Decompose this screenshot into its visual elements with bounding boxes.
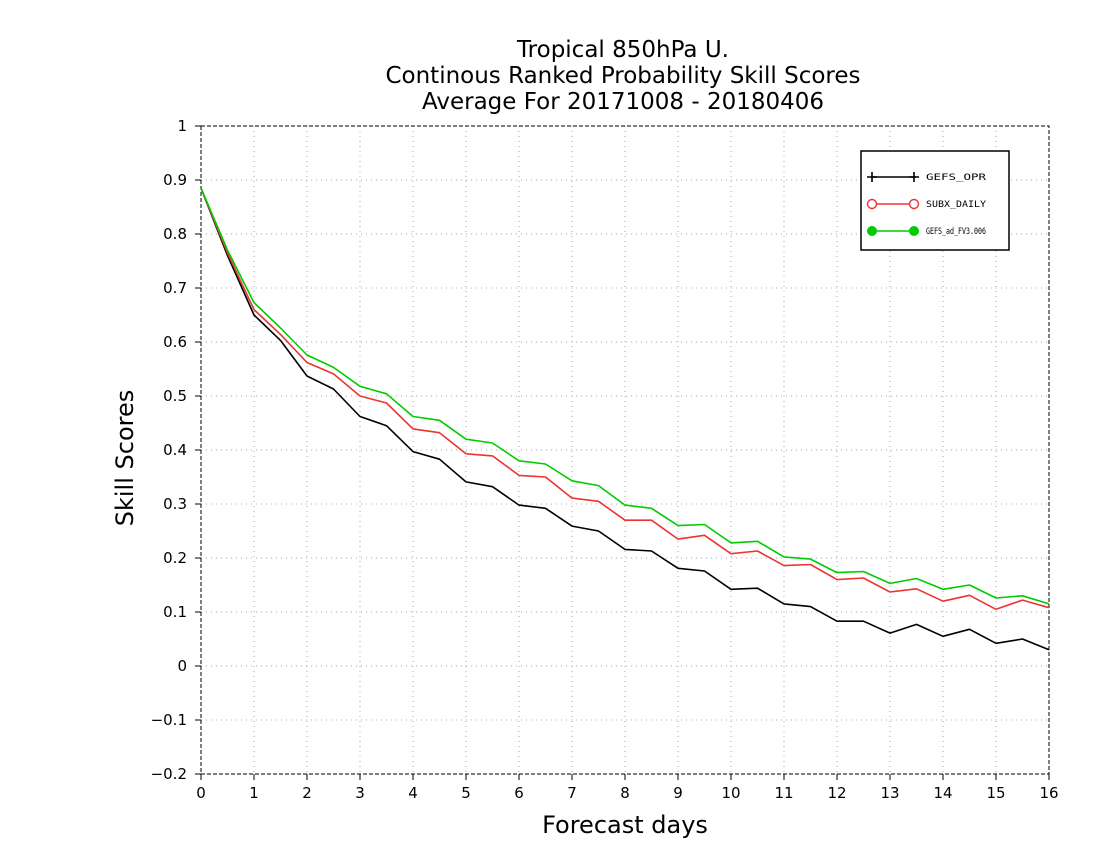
x-tick-label: 14 bbox=[933, 784, 952, 802]
y-tick-label: 0.7 bbox=[163, 279, 187, 297]
y-tick-label: 0.1 bbox=[163, 603, 187, 621]
x-tick-label: 12 bbox=[827, 784, 846, 802]
legend-item: SUBX_DAILY bbox=[866, 198, 987, 210]
y-tick-label: 0.5 bbox=[163, 387, 187, 405]
series-line-gefs-opr bbox=[200, 187, 1050, 651]
x-tick-label: 11 bbox=[774, 784, 793, 802]
series-line-gefs-ad-fv3-006 bbox=[200, 187, 1050, 605]
series-line-subx-daily bbox=[200, 187, 1050, 611]
legend: GEFS_OPR SUBX_DAILY GEFS_ad_FV3.006 bbox=[860, 150, 1010, 251]
series-lines bbox=[200, 187, 1050, 651]
y-tick-label: 0.3 bbox=[163, 495, 187, 513]
x-tick-label: 10 bbox=[721, 784, 740, 802]
x-tick-label: 15 bbox=[986, 784, 1005, 802]
legend-box bbox=[860, 150, 1010, 251]
x-tick-label: 0 bbox=[196, 784, 206, 802]
chart-title-line-3: Average For 20171008 - 20180406 bbox=[422, 89, 824, 115]
legend-label: GEFS_OPR bbox=[926, 173, 987, 183]
y-tick-label: 0 bbox=[177, 657, 187, 675]
legend-item: GEFS_ad_FV3.006 bbox=[867, 226, 986, 237]
x-tick-label: 6 bbox=[514, 784, 524, 802]
x-tick-label: 9 bbox=[673, 784, 683, 802]
legend-marker-filled-circle bbox=[867, 226, 877, 236]
legend-marker-filled-circle bbox=[909, 226, 919, 236]
chart-title-line-2: Continous Ranked Probability Skill Score… bbox=[385, 63, 860, 89]
y-tick-label: 0.8 bbox=[163, 225, 187, 243]
y-tick-label: −0.1 bbox=[151, 711, 187, 729]
axis-ticks: 0 1 2 3 4 5 6 7 8 9 10 11 12 13 14 15 16−0.2−0.100.10.20… bbox=[151, 117, 1059, 802]
x-tick-label: 5 bbox=[461, 784, 471, 802]
y-tick-label: 1 bbox=[177, 117, 187, 135]
chart-title-line-1: Tropical 850hPa U. bbox=[516, 37, 729, 63]
y-tick-label: 0.9 bbox=[163, 171, 187, 189]
grid-lines bbox=[201, 126, 1049, 774]
y-axis-label: Skill Scores bbox=[111, 390, 139, 527]
x-tick-label: 13 bbox=[880, 784, 899, 802]
x-axis-label: Forecast days bbox=[542, 811, 708, 839]
legend-label: GEFS_ad_FV3.006 bbox=[926, 227, 986, 237]
x-tick-label: 4 bbox=[408, 784, 418, 802]
legend-item: GEFS_OPR bbox=[867, 172, 987, 183]
x-tick-label: 3 bbox=[355, 784, 365, 802]
legend-label: SUBX_DAILY bbox=[926, 200, 987, 210]
x-tick-label: 16 bbox=[1039, 784, 1058, 802]
x-tick-label: 1 bbox=[249, 784, 259, 802]
x-tick-label: 7 bbox=[567, 784, 577, 802]
legend-marker-plus bbox=[867, 172, 877, 182]
y-tick-label: 0.6 bbox=[163, 333, 187, 351]
legend-marker-open-circle bbox=[866, 198, 878, 210]
chart-title: Tropical 850hPa U. Continous Ranked Prob… bbox=[385, 37, 860, 115]
y-tick-label: 0.4 bbox=[163, 441, 187, 459]
legend-marker-plus bbox=[909, 172, 919, 182]
x-tick-label: 8 bbox=[620, 784, 630, 802]
y-tick-label: −0.2 bbox=[151, 765, 187, 783]
x-tick-label: 2 bbox=[302, 784, 312, 802]
legend-marker-open-circle bbox=[908, 198, 920, 210]
y-tick-label: 0.2 bbox=[163, 549, 187, 567]
